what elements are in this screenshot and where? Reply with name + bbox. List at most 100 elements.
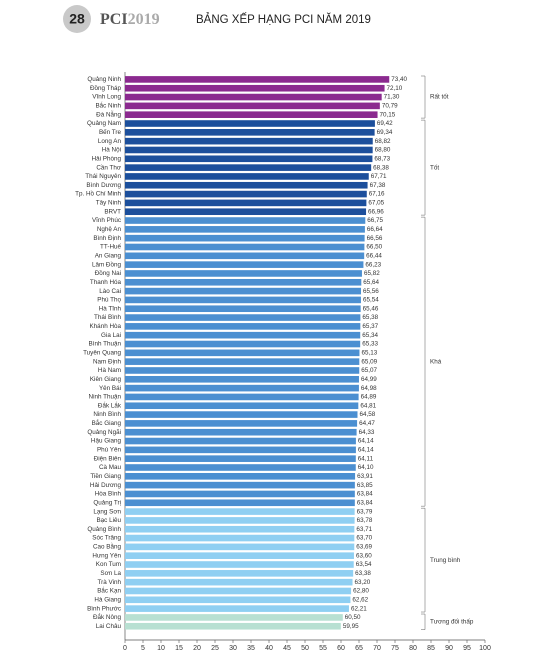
value-label: 64,58 <box>359 411 375 418</box>
x-tick-label: 85 <box>427 645 435 652</box>
bar <box>125 111 378 118</box>
value-label: 65,38 <box>362 314 378 321</box>
x-tick-label: 0 <box>123 645 127 652</box>
bar <box>125 596 351 604</box>
value-label: 65,34 <box>362 332 378 339</box>
category-label: Vĩnh Phúc <box>92 217 121 224</box>
x-tick-label: 70 <box>373 645 381 652</box>
bar <box>125 120 375 127</box>
bar <box>125 420 358 427</box>
bar <box>125 278 362 286</box>
bar <box>125 605 349 612</box>
bar <box>125 490 355 498</box>
value-label: 69,42 <box>377 120 393 127</box>
bar <box>125 270 362 277</box>
value-label: 63,78 <box>357 517 373 524</box>
brand: PCI2019 <box>100 11 160 28</box>
bar <box>125 446 356 454</box>
x-tick-label: 45 <box>283 645 291 652</box>
value-label: 66,64 <box>367 226 383 233</box>
x-tick-label: 50 <box>301 645 309 652</box>
value-label: 65,82 <box>364 270 380 277</box>
value-label: 66,56 <box>367 235 383 242</box>
category-label: Gia Lai <box>101 332 121 339</box>
bar <box>125 305 361 313</box>
category-label: Hải Phòng <box>92 155 122 162</box>
bar <box>125 93 382 101</box>
category-label: Hà Nội <box>102 147 121 154</box>
bar <box>125 243 365 251</box>
value-label: 70,15 <box>380 111 396 118</box>
bar <box>125 146 373 154</box>
category-label: Bình Phước <box>87 605 121 612</box>
value-label: 64,14 <box>358 447 374 454</box>
value-label: 67,38 <box>370 182 386 189</box>
x-tick-label: 75 <box>391 645 399 652</box>
group-label: Tương đối thấp <box>430 617 474 626</box>
bar <box>125 323 361 330</box>
value-label: 65,64 <box>363 279 379 286</box>
category-label: Sóc Trăng <box>92 535 121 542</box>
value-label: 66,44 <box>366 252 382 259</box>
value-label: 64,89 <box>361 394 377 401</box>
bar <box>125 393 359 401</box>
value-label: 67,16 <box>369 191 385 198</box>
category-label: Đắk Nông <box>93 612 121 621</box>
bar <box>125 402 359 410</box>
bar <box>125 349 360 357</box>
value-label: 62,21 <box>351 605 367 612</box>
category-label: Hải Dương <box>90 482 122 489</box>
value-label: 67,05 <box>368 200 384 207</box>
category-label: Yên Bái <box>99 385 121 392</box>
value-label: 63,91 <box>357 473 373 480</box>
category-label: Hưng Yên <box>92 552 121 559</box>
value-label: 68,73 <box>374 155 390 162</box>
category-label: Kon Tum <box>96 561 121 568</box>
group-label: Trung bình <box>430 557 461 564</box>
group-label: Rất tốt <box>430 92 449 101</box>
x-tick-label: 35 <box>247 645 255 652</box>
bar <box>125 199 367 207</box>
bar <box>125 499 355 507</box>
bar <box>125 155 373 163</box>
value-label: 65,46 <box>363 305 379 312</box>
value-label: 64,81 <box>360 402 376 409</box>
x-tick-label: 80 <box>409 645 417 652</box>
bar <box>125 455 356 462</box>
category-label: Hà Tĩnh <box>99 305 122 312</box>
value-label: 66,23 <box>365 261 381 268</box>
bar <box>125 411 358 418</box>
category-label: Phú Thọ <box>97 297 121 304</box>
category-label: Cao Bằng <box>93 542 122 551</box>
x-tick-label: 30 <box>229 645 237 652</box>
category-label: Bắc Giang <box>92 418 122 427</box>
value-label: 64,14 <box>358 438 374 445</box>
bar <box>125 570 354 577</box>
bar <box>125 552 354 559</box>
category-label: Tuyên Quang <box>83 350 121 357</box>
category-label: Tây Ninh <box>96 200 122 207</box>
category-label: Vĩnh Long <box>92 94 121 101</box>
bar <box>125 252 365 260</box>
bar <box>125 164 372 171</box>
bar <box>125 437 356 445</box>
category-label: Nghệ An <box>97 226 122 233</box>
category-label: Đồng Nai <box>95 268 121 277</box>
value-label: 63,69 <box>356 544 372 551</box>
value-label: 68,80 <box>375 147 391 154</box>
bar <box>125 358 360 365</box>
brand-name: PCI <box>100 11 128 28</box>
category-label: Tp. Hồ Chí Minh <box>75 189 121 198</box>
value-label: 62,62 <box>352 596 368 603</box>
value-label: 60,50 <box>345 614 361 621</box>
category-label: Bình Dương <box>86 182 121 189</box>
bar <box>125 190 367 198</box>
value-label: 63,71 <box>356 526 372 533</box>
bar <box>125 84 385 92</box>
value-label: 67,71 <box>371 173 387 180</box>
value-label: 63,79 <box>357 508 373 515</box>
value-label: 63,84 <box>357 491 373 498</box>
value-label: 66,96 <box>368 208 384 215</box>
bar <box>125 181 368 189</box>
bar <box>125 428 357 436</box>
